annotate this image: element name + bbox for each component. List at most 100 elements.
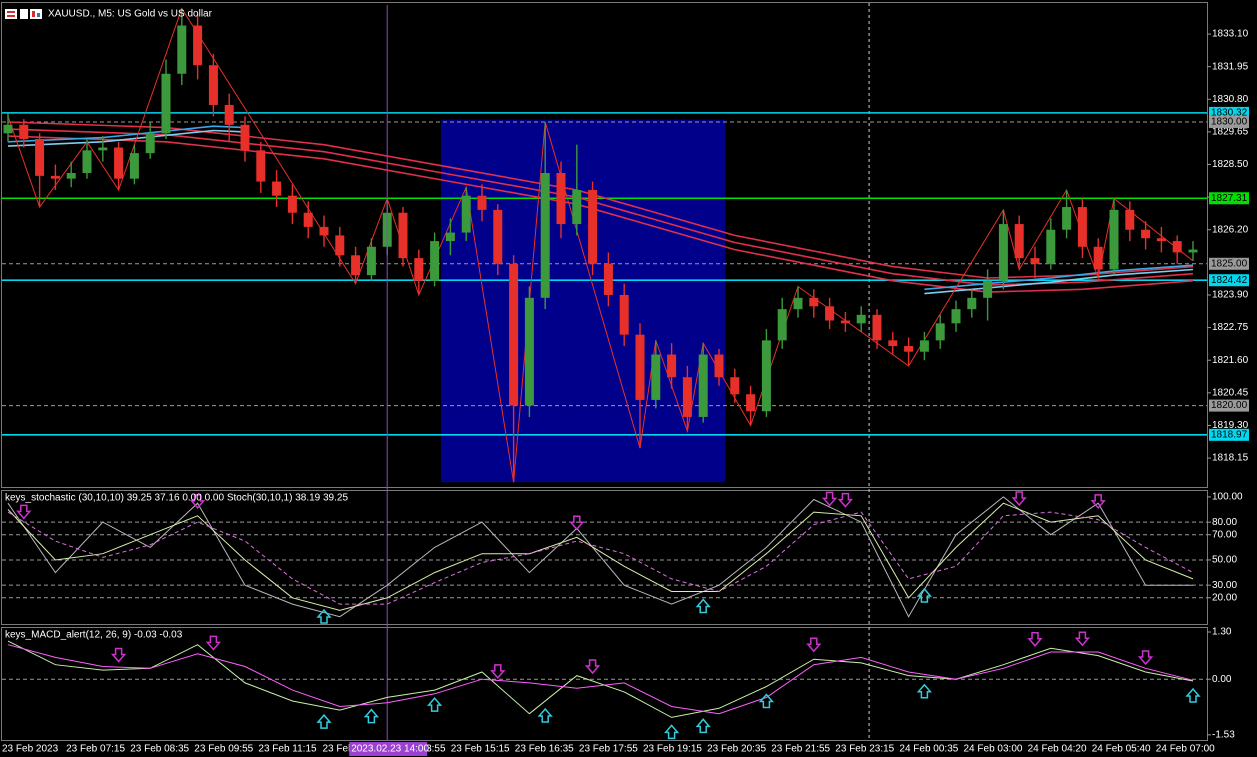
y-tick-label: 1822.75 [1212, 322, 1249, 333]
stoch-title: keys_stochastic (30,10,10) 39.25 37.16 0… [5, 493, 348, 504]
candle-body [856, 314, 866, 324]
candle-body [335, 235, 345, 256]
candle-body [1062, 207, 1072, 230]
candle-body [414, 258, 424, 281]
candle-body [667, 354, 677, 378]
arrow-down [1090, 494, 1106, 509]
x-tick-label: 23 Feb 09:55 [194, 744, 253, 755]
indicator-line [7, 640, 1194, 718]
candle-body [3, 124, 13, 134]
level-label-bg [1209, 106, 1249, 119]
candle-body [82, 150, 92, 174]
candle-body [872, 314, 882, 341]
x-tick-label: 23 Feb 19:15 [643, 744, 702, 755]
x-tick-label: 23 Feb 08:35 [130, 744, 189, 755]
level-label: 1830.00 [1211, 117, 1248, 128]
candle-body [777, 309, 787, 341]
candle-body [35, 138, 45, 176]
x-tick-label: 23 Feb 11:15 [258, 744, 317, 755]
candle-body [556, 173, 566, 225]
candle-body [698, 354, 708, 417]
candle-body [840, 320, 850, 324]
y-tick-label: 1833.10 [1212, 29, 1249, 40]
level-label: 1824.42 [1211, 275, 1248, 286]
level-label-bg [1209, 115, 1249, 128]
crosshair-label: 2023.02.23 14:00 [351, 744, 429, 755]
level-label-bg [1209, 399, 1249, 412]
indicator-line [7, 502, 1194, 611]
candle-body [1109, 209, 1119, 270]
candle-body [967, 297, 977, 310]
y-tick-label: 1819.30 [1212, 420, 1249, 431]
candle-body [303, 212, 313, 227]
icon [32, 11, 35, 17]
x-tick-label: 23 Feb 20:35 [707, 744, 766, 755]
candle-body [366, 246, 376, 276]
y-tick-label: 1830.80 [1212, 94, 1249, 105]
level-label-bg [1209, 274, 1249, 287]
arrow-up [363, 708, 380, 724]
level-label: 1830.32 [1211, 108, 1248, 119]
arrow-down [569, 515, 585, 531]
y-tick-label: 1821.60 [1212, 355, 1249, 366]
candle-body [19, 124, 29, 139]
candle-body [1172, 241, 1182, 253]
y-tick-label: 1.30 [1212, 627, 1232, 638]
candle-body [1141, 229, 1151, 239]
stoch-frame [1, 490, 1208, 625]
candle-body [256, 150, 266, 182]
candle-body [50, 175, 60, 179]
arrow-down [584, 659, 601, 675]
y-tick-label: 1829.65 [1212, 127, 1249, 138]
macd-title: keys_MACD_alert(12, 26, 9) -0.03 -0.03 [5, 630, 183, 641]
arrow-down [16, 504, 32, 520]
panel-frames [1, 2, 1208, 741]
symbol-icons [5, 9, 42, 19]
x-tick-label: 23 Feb 16:35 [515, 744, 574, 755]
candle-body [430, 241, 440, 281]
candle-body [714, 354, 724, 378]
candle-body [1046, 229, 1056, 264]
candle-body [193, 25, 203, 66]
candle-body [461, 195, 471, 233]
candle-body [761, 340, 771, 412]
candle-body [619, 294, 629, 335]
level-label: 1825.00 [1211, 258, 1248, 269]
candle-body [572, 190, 582, 225]
arrow-down [189, 494, 206, 509]
candle-body [477, 195, 487, 210]
arrow-up [316, 608, 332, 624]
candle-body [1188, 249, 1198, 253]
arrow-down [1137, 650, 1154, 666]
candle-body [746, 394, 756, 412]
arrow-up [916, 683, 933, 699]
candle-body [66, 173, 76, 179]
arrow-down [110, 647, 127, 663]
x-tick-label: 23 Feb 2023 [2, 744, 59, 755]
candle-body [493, 209, 503, 264]
indicator-line [7, 511, 1194, 605]
candle-body [177, 25, 187, 74]
candle-body [919, 340, 929, 352]
y-tick-label: 1823.90 [1212, 290, 1249, 301]
y-tick-label: 1826.20 [1212, 224, 1249, 235]
y-tick-label: 70.00 [1212, 529, 1237, 540]
arrow-down [205, 635, 222, 651]
x-tick-label: 24 Feb 03:00 [964, 744, 1023, 755]
arrow-up [537, 707, 553, 723]
arrow-up [1185, 687, 1201, 703]
candle-body [935, 323, 945, 341]
candle-body [603, 263, 613, 295]
x-tick-label: 23 Feb 21:55 [771, 744, 830, 755]
candle-body [1156, 238, 1166, 242]
candle-body [540, 173, 550, 298]
arrow-up [916, 587, 933, 603]
candle-body [904, 346, 914, 352]
selection-rectangle [440, 119, 726, 483]
candle-body [114, 147, 124, 179]
icon [20, 9, 28, 19]
x-tick-label: 24 Feb 04:20 [1028, 744, 1087, 755]
arrow-up [426, 696, 443, 712]
y-tick-label: -1.53 [1212, 729, 1235, 740]
arrow-up [695, 718, 711, 734]
